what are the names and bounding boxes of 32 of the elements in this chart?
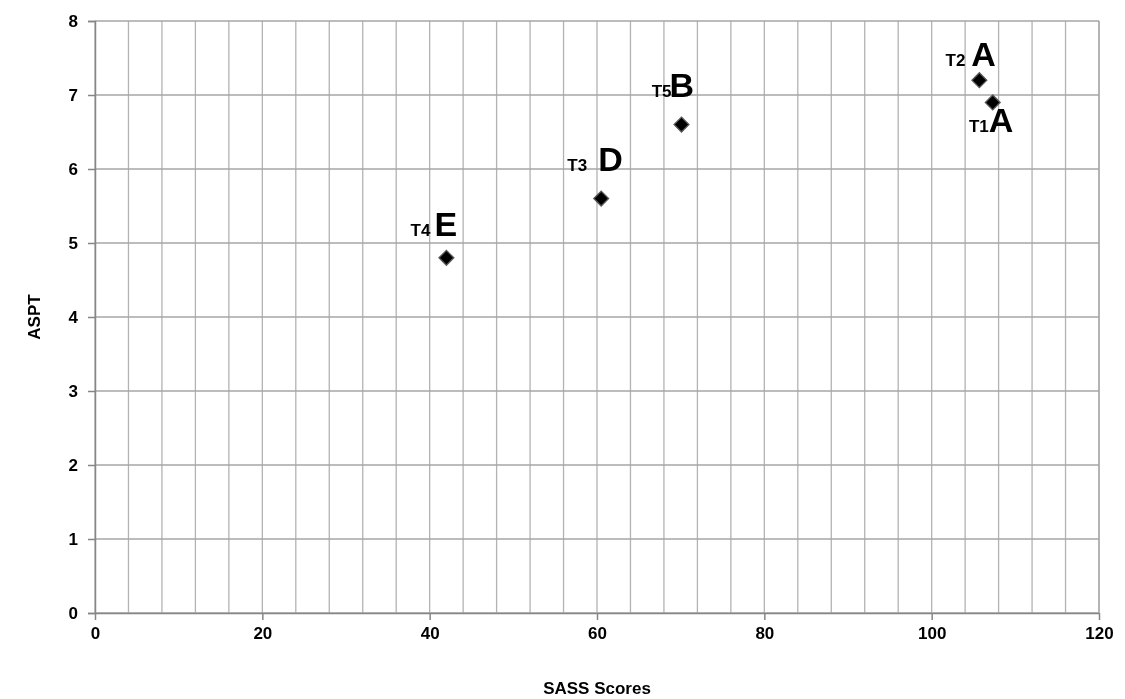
y-tick-label: 2 [68,455,78,475]
x-tick-label: 100 [917,624,947,644]
y-tick-label: 5 [68,233,78,253]
y-tick-label: 3 [68,381,78,401]
annotation: A [988,101,1014,140]
y-tick-label: 0 [68,603,78,623]
x-tick-label: 0 [90,624,101,644]
x-tick-label: 80 [755,624,775,644]
annotation: E [434,204,458,243]
point [593,190,610,207]
y-tick-label: 6 [68,159,78,179]
point [673,116,690,133]
point [971,72,988,89]
annotation: A [971,35,996,74]
x-tick-label: 20 [253,624,273,644]
y-tick-label: 8 [68,11,78,31]
x-tick-label: 60 [588,624,607,644]
x-tick-label: 120 [1085,624,1114,644]
point [984,94,1001,111]
annotation: T2 [945,51,966,71]
annotation: T1 [968,117,989,137]
annotation: T4 [410,220,431,240]
y-tick-label: 7 [68,85,78,105]
annotation: T3 [567,155,588,175]
y-tick-label: 4 [68,307,79,327]
annotation: D [598,139,623,178]
point [438,249,455,266]
annotation: T5 [651,81,672,101]
y-tick-label: 1 [68,529,78,549]
x-axis-title: SASS Scores [543,679,651,698]
x-tick-label: 40 [420,624,440,644]
y-axis-title: ASPT [25,293,44,340]
